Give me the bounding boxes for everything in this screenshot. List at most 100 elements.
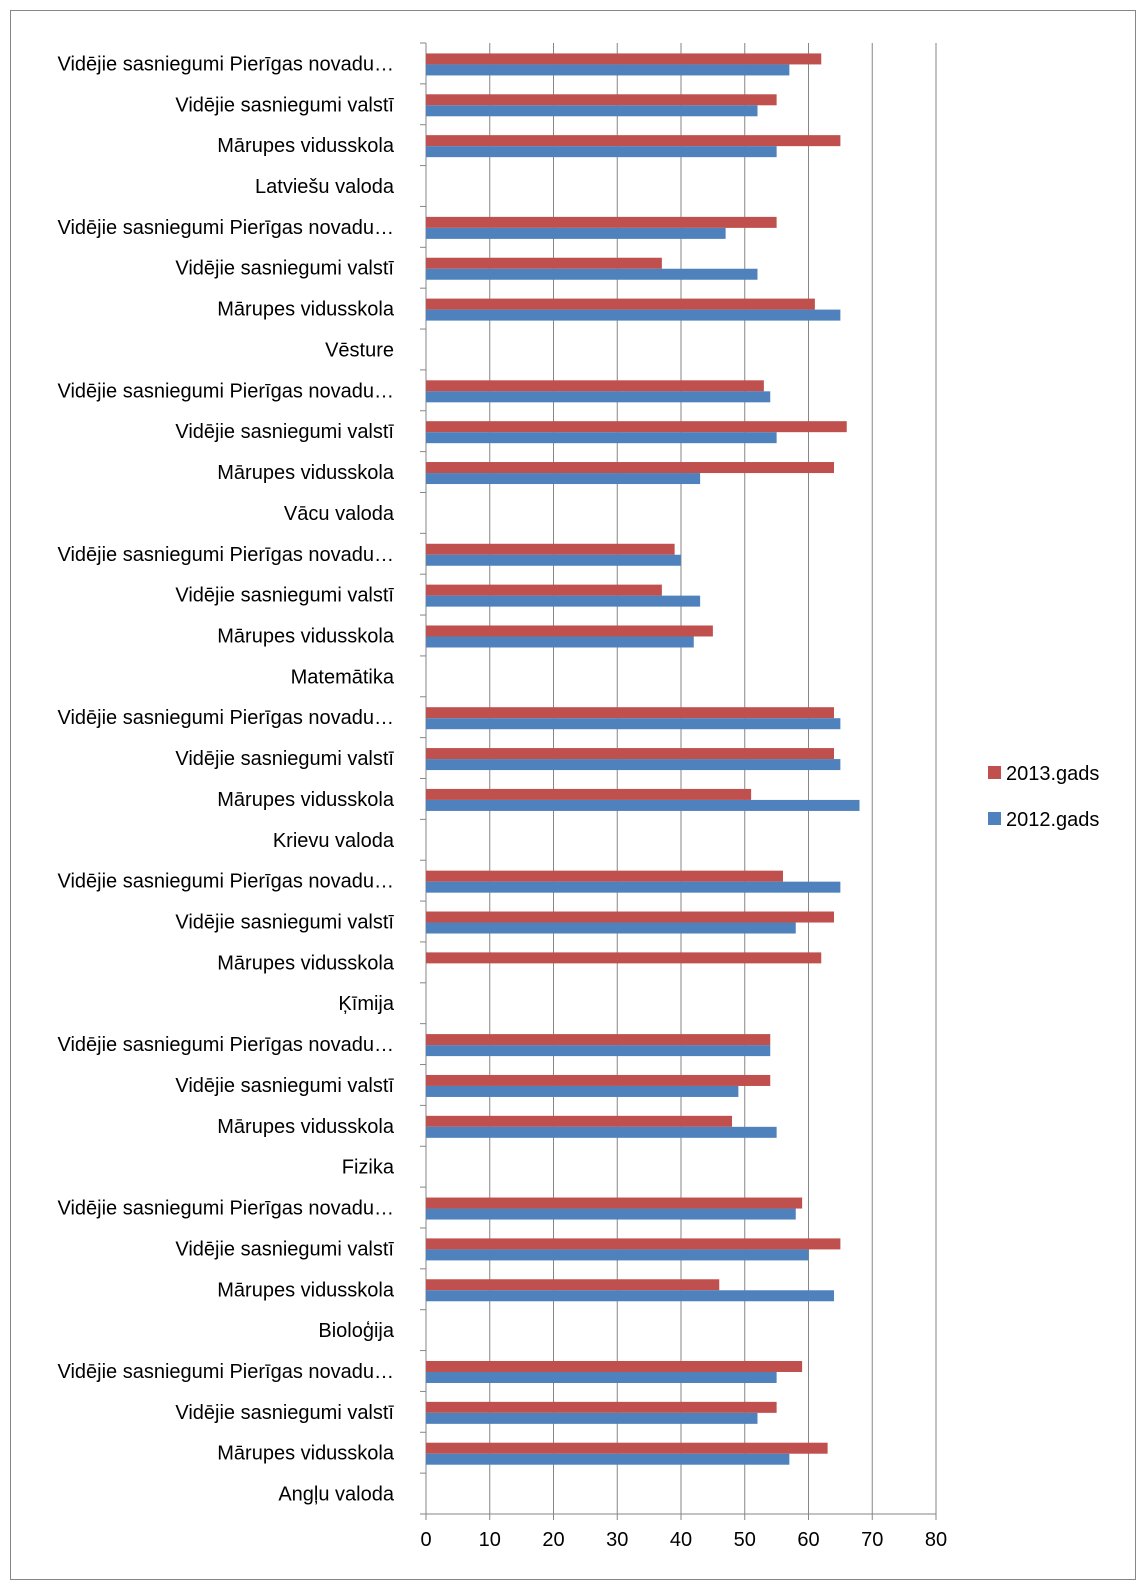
category-label: Vidējie sasniegumi valstī xyxy=(175,1075,394,1097)
bar-2012 xyxy=(426,1290,834,1302)
bar-2013 xyxy=(426,788,752,800)
bar-2012 xyxy=(426,718,841,730)
bar-2013 xyxy=(426,911,834,923)
bar-2012 xyxy=(426,1453,790,1465)
category-label: Vidējie sasniegumi Pierīgas novadu… xyxy=(58,53,395,75)
legend-swatch xyxy=(988,766,1001,779)
bar-2013 xyxy=(426,380,764,392)
bar-2013 xyxy=(426,216,777,228)
bar-2012 xyxy=(426,554,681,566)
bar-2012 xyxy=(426,227,726,239)
bar-2013 xyxy=(426,1034,771,1046)
bar-2012 xyxy=(426,268,758,280)
bar-2012 xyxy=(426,1126,777,1138)
category-label: Vidējie sasniegumi valstī xyxy=(175,94,394,116)
bar-2013 xyxy=(426,625,713,637)
bar-2012 xyxy=(426,922,796,934)
bar-2012 xyxy=(426,595,701,607)
x-tick-label: 50 xyxy=(734,1529,756,1551)
category-label: Vidējie sasniegumi valstī xyxy=(175,258,394,280)
x-tick-label: 40 xyxy=(670,1529,692,1551)
x-tick-label: 80 xyxy=(925,1529,947,1551)
bar-2012 xyxy=(426,309,841,321)
category-label: Mārupes vidusskola xyxy=(217,1279,395,1301)
category-label: Mārupes vidusskola xyxy=(217,135,395,157)
bar-2012 xyxy=(426,1208,796,1220)
bar-2013 xyxy=(426,584,662,596)
bar-2012 xyxy=(426,1371,777,1383)
legend-swatch xyxy=(988,812,1001,825)
chart-frame: 0 10 20 30 40 50 60 70 80 Angļu valoda Mārupes vid… xyxy=(10,10,1136,1580)
category-label: Vidējie sasniegumi Pierīgas novadu… xyxy=(58,380,395,402)
bar-2013 xyxy=(426,707,834,719)
category-label: Mārupes vidusskola xyxy=(217,1443,395,1465)
bar-2013 xyxy=(426,543,675,555)
bar-2013 xyxy=(426,952,822,964)
bar-2012 xyxy=(426,759,841,771)
category-label: Vidējie sasniegumi Pierīgas novadu… xyxy=(58,544,395,566)
x-tick-label: 30 xyxy=(606,1529,628,1551)
bar-2013 xyxy=(426,1401,777,1413)
bar-2013 xyxy=(426,1238,841,1250)
category-label: Krievu valoda xyxy=(273,830,395,852)
x-tick-label: 0 xyxy=(420,1529,431,1551)
category-label: Vācu valoda xyxy=(284,503,395,525)
bar-2012 xyxy=(426,881,841,893)
bar-2012 xyxy=(426,1249,809,1261)
x-tick-label: 20 xyxy=(542,1529,564,1551)
category-label: Mārupes vidusskola xyxy=(217,462,395,484)
category-label: Mārupes vidusskola xyxy=(217,299,395,321)
category-label: Vidējie sasniegumi Pierīgas novadu… xyxy=(58,217,395,239)
category-label: Vidējie sasniegumi valstī xyxy=(175,421,394,443)
category-label: Vidējie sasniegumi Pierīgas novadu… xyxy=(58,1198,395,1220)
bar-2013 xyxy=(426,1115,732,1127)
x-tick-label: 60 xyxy=(797,1529,819,1551)
bar-2012 xyxy=(426,432,777,444)
bar-2013 xyxy=(426,1197,803,1209)
category-label: Vidējie sasniegumi valstī xyxy=(175,1238,394,1260)
x-tick-label: 70 xyxy=(861,1529,883,1551)
category-label: Vidējie sasniegumi valstī xyxy=(175,912,394,934)
bar-2012 xyxy=(426,391,771,403)
x-tick-label: 10 xyxy=(479,1529,501,1551)
category-label: Vēsture xyxy=(325,339,394,361)
bar-chart: 0 10 20 30 40 50 60 70 80 Angļu valoda Mārupes vid… xyxy=(58,42,1099,1551)
bar-2013 xyxy=(426,135,841,147)
bar-2012 xyxy=(426,105,758,117)
bar-2013 xyxy=(426,870,783,882)
category-label: Mārupes vidusskola xyxy=(217,789,395,811)
bar-2013 xyxy=(426,1360,803,1372)
category-label: Mārupes vidusskola xyxy=(217,625,395,647)
category-label: Angļu valoda xyxy=(278,1484,395,1506)
bar-2013 xyxy=(426,421,847,433)
bar-2012 xyxy=(426,636,694,648)
bar-2013 xyxy=(426,94,777,106)
category-label: Vidējie sasniegumi valstī xyxy=(175,1402,394,1424)
category-label: Bioloģija xyxy=(318,1320,394,1342)
legend-label: 2012.gads xyxy=(1006,809,1099,831)
category-label: Fizika xyxy=(342,1157,395,1179)
bar-2012 xyxy=(426,799,860,811)
bar-2013 xyxy=(426,1074,771,1086)
category-label: Mārupes vidusskola xyxy=(217,952,395,974)
bar-2012 xyxy=(426,64,790,76)
bar-2012 xyxy=(426,473,701,485)
category-label: Vidējie sasniegumi Pierīgas novadu… xyxy=(58,707,395,729)
bar-2013 xyxy=(426,1442,828,1454)
bar-2012 xyxy=(426,1412,758,1424)
bar-2013 xyxy=(426,53,822,65)
category-label: Mārupes vidusskola xyxy=(217,1116,395,1138)
legend-label: 2013.gads xyxy=(1006,763,1099,785)
category-label: Matemātika xyxy=(291,666,395,688)
bar-2013 xyxy=(426,257,662,269)
category-label: Vidējie sasniegumi Pierīgas novadu… xyxy=(58,871,395,893)
bar-2012 xyxy=(426,1085,739,1097)
category-label: Ķīmija xyxy=(338,993,394,1015)
category-label: Latviešu valoda xyxy=(255,176,395,198)
category-label: Vidējie sasniegumi Pierīgas novadu… xyxy=(58,1361,395,1383)
bar-2013 xyxy=(426,298,815,310)
bar-2012 xyxy=(426,1045,771,1057)
bar-2013 xyxy=(426,748,834,760)
category-label: Vidējie sasniegumi valstī xyxy=(175,585,394,607)
bar-2013 xyxy=(426,1279,720,1291)
